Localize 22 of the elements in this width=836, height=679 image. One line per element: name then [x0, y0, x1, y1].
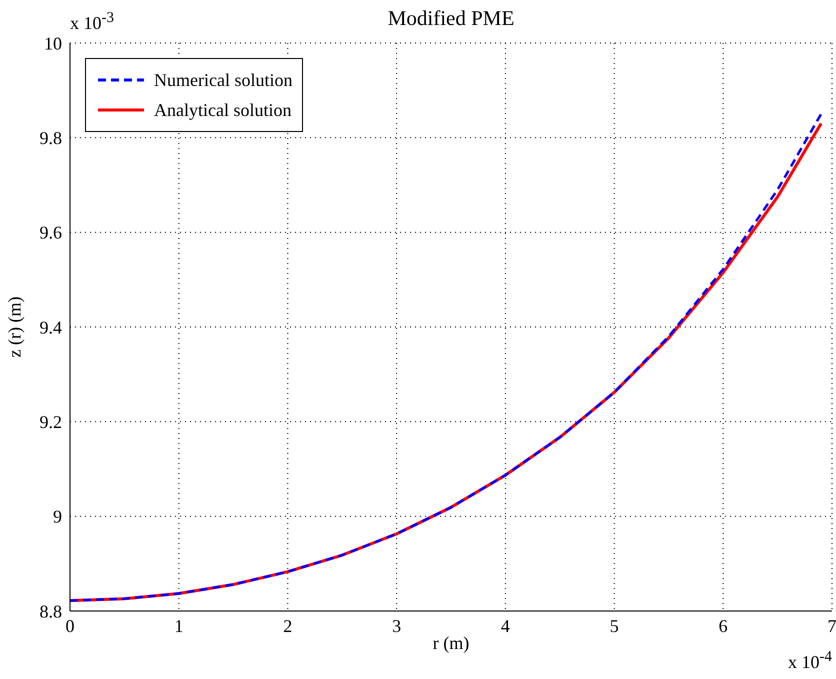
- text: x 10$^{-3}$: [70, 10, 114, 34]
- x-tick-label: 1: [174, 616, 184, 636]
- y-axis-title: z (r) (m): [4, 296, 24, 358]
- x-axis-title: r (m): [432, 633, 470, 653]
- x-tick-label: 3: [392, 616, 402, 636]
- legend-label: Analytical solution: [154, 100, 292, 120]
- text: x 10$^{-4}$: [788, 649, 832, 673]
- chart-title: Modified PME: [388, 6, 514, 30]
- y-tick-label: 8.8: [40, 601, 62, 622]
- y-tick-label: 9.4: [40, 317, 62, 338]
- x-tick-label: 0: [66, 616, 74, 636]
- x-tick-label: 7: [828, 616, 836, 636]
- y-tick-label: 9.2: [40, 412, 62, 432]
- x-tick-label: 6: [718, 616, 728, 636]
- y-tick-label: 9: [53, 506, 62, 527]
- y-tick-label: 9.6: [40, 222, 62, 243]
- y-tick-label: 9.8: [40, 128, 62, 148]
- legend-label: Numerical solution: [154, 70, 292, 90]
- x-tick-label: 5: [610, 616, 619, 636]
- x-tick-label: 2: [283, 616, 292, 636]
- x-tick-label: 4: [500, 616, 510, 636]
- y-tick-label: 10: [44, 33, 62, 54]
